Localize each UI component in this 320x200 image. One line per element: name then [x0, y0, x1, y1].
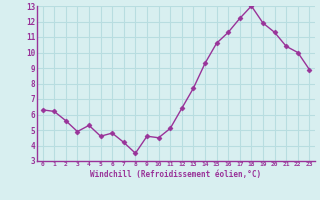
X-axis label: Windchill (Refroidissement éolien,°C): Windchill (Refroidissement éolien,°C) — [91, 170, 261, 179]
